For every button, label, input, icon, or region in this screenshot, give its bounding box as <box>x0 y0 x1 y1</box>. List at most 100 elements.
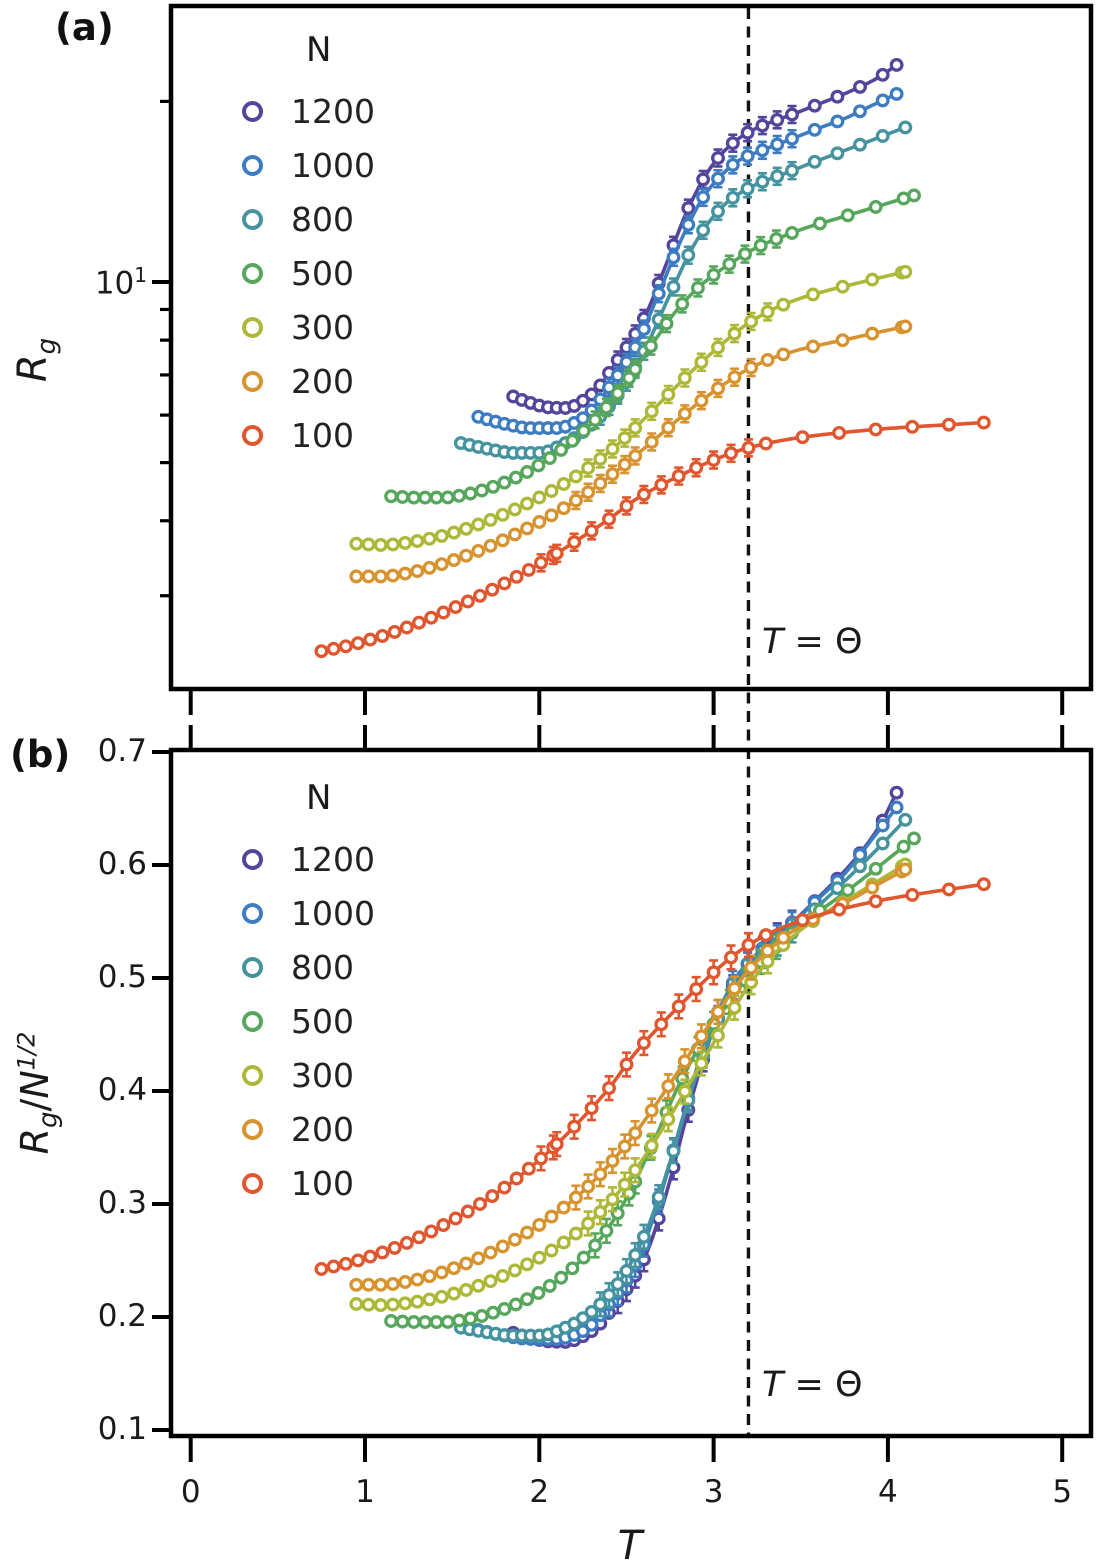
legend-item-label: 800 <box>291 199 354 239</box>
legend-item-label: 500 <box>291 253 354 293</box>
data-point-1200 <box>755 118 770 133</box>
legend-item-label: 1200 <box>291 839 375 879</box>
data-point-1000 <box>575 411 590 426</box>
data-point-200 <box>661 1079 676 1094</box>
data-point-1000 <box>889 86 904 101</box>
data-point-200 <box>581 485 596 500</box>
data-point-1200 <box>770 112 785 127</box>
data-point-300 <box>776 297 791 312</box>
data-point-1000 <box>875 818 890 833</box>
data-point-100 <box>832 902 847 917</box>
data-point-800 <box>666 280 681 294</box>
data-point-500 <box>622 371 637 386</box>
data-point-300 <box>677 371 692 385</box>
data-point-300 <box>865 272 880 287</box>
data-point-300 <box>544 484 559 498</box>
legend-item-label: 500 <box>291 1001 354 1041</box>
legend-marker-icon <box>242 262 263 284</box>
data-point-200 <box>495 533 510 548</box>
legend-item-label: 200 <box>291 1109 354 1149</box>
data-point-300 <box>617 431 632 446</box>
data-point-300 <box>373 1298 388 1313</box>
data-point-300 <box>727 1000 742 1015</box>
data-point-100 <box>832 425 847 440</box>
data-point-100 <box>424 1224 439 1239</box>
data-point-200 <box>446 1261 461 1276</box>
data-point-200 <box>617 457 632 472</box>
data-point-300 <box>471 517 486 532</box>
theta-annotation-b: T = Θ <box>762 1365 863 1405</box>
data-point-1000 <box>636 322 651 337</box>
data-point-100 <box>868 894 883 909</box>
data-point-500 <box>643 339 658 354</box>
data-point-100 <box>399 1235 414 1250</box>
data-point-800 <box>830 146 845 161</box>
data-point-500 <box>812 216 827 231</box>
legend-marker-icon <box>242 956 263 978</box>
legend-item-100: 100 <box>228 1156 375 1210</box>
data-point-100 <box>534 1151 548 1166</box>
data-point-800 <box>898 120 913 135</box>
data-point-200 <box>806 339 820 354</box>
series-200-panel-b <box>349 862 913 1292</box>
data-point-500 <box>785 225 799 240</box>
data-point-300 <box>544 1243 559 1258</box>
data-point-300 <box>422 1292 437 1307</box>
legend-a-rows: 1200 1000 800 500 300 200 100 <box>228 84 375 462</box>
data-point-300 <box>617 1177 632 1192</box>
data-point-500 <box>384 1314 399 1328</box>
data-point-200 <box>410 1272 425 1287</box>
data-point-300 <box>581 461 596 475</box>
data-point-500 <box>395 1314 410 1329</box>
data-point-100 <box>387 1240 402 1255</box>
x-tick-label-0: 0 <box>180 1474 201 1510</box>
x-tick-label-3: 3 <box>703 1474 724 1510</box>
data-point-500 <box>463 1311 478 1326</box>
data-point-200 <box>760 353 775 367</box>
data-point-200 <box>617 1139 632 1154</box>
x-tick-label-5: 5 <box>1052 1474 1073 1510</box>
data-point-500 <box>610 386 625 401</box>
data-point-500 <box>576 423 591 438</box>
data-point-500 <box>440 1314 455 1329</box>
data-point-500 <box>497 475 512 490</box>
data-point-100 <box>485 582 500 597</box>
data-point-200 <box>422 1269 437 1284</box>
legend-item-100: 100 <box>228 408 375 462</box>
data-point-200 <box>507 527 522 542</box>
data-point-300 <box>385 537 400 552</box>
panel-a-ytick-base: 10 <box>94 265 135 302</box>
data-point-200 <box>398 566 413 581</box>
theta-b-symbol: Θ <box>834 1365 863 1405</box>
data-point-200 <box>694 393 709 408</box>
data-point-100 <box>338 639 353 654</box>
data-point-1200 <box>785 107 799 122</box>
data-point-500 <box>588 1238 603 1253</box>
legend-item-label: 800 <box>291 947 354 987</box>
data-point-300 <box>835 279 850 294</box>
data-point-800 <box>875 836 890 851</box>
series-1000-panel-a <box>471 86 904 436</box>
legend-marker-icon <box>242 424 263 446</box>
data-point-200 <box>459 1256 474 1271</box>
data-point-200 <box>835 333 850 348</box>
data-point-300 <box>520 496 535 511</box>
data-point-500 <box>840 208 855 223</box>
data-point-100 <box>412 1230 426 1245</box>
legend-marker-icon <box>242 1118 263 1140</box>
data-point-200 <box>568 493 583 508</box>
legend-item-200: 200 <box>228 1102 375 1156</box>
data-point-200 <box>434 557 449 572</box>
theta-b-eq: = <box>783 1365 835 1405</box>
data-point-100 <box>567 535 582 550</box>
data-point-500 <box>588 413 603 427</box>
panel-a-ylabel-R: R <box>10 354 56 383</box>
data-point-300 <box>471 1278 486 1293</box>
data-point-200 <box>495 1239 510 1254</box>
legend-item-1000: 1000 <box>228 886 375 940</box>
data-point-100 <box>375 628 390 643</box>
theta-a-T: T <box>762 622 784 662</box>
legend-item-500: 500 <box>228 246 375 300</box>
data-point-300 <box>495 507 510 522</box>
data-point-100 <box>521 1161 536 1176</box>
